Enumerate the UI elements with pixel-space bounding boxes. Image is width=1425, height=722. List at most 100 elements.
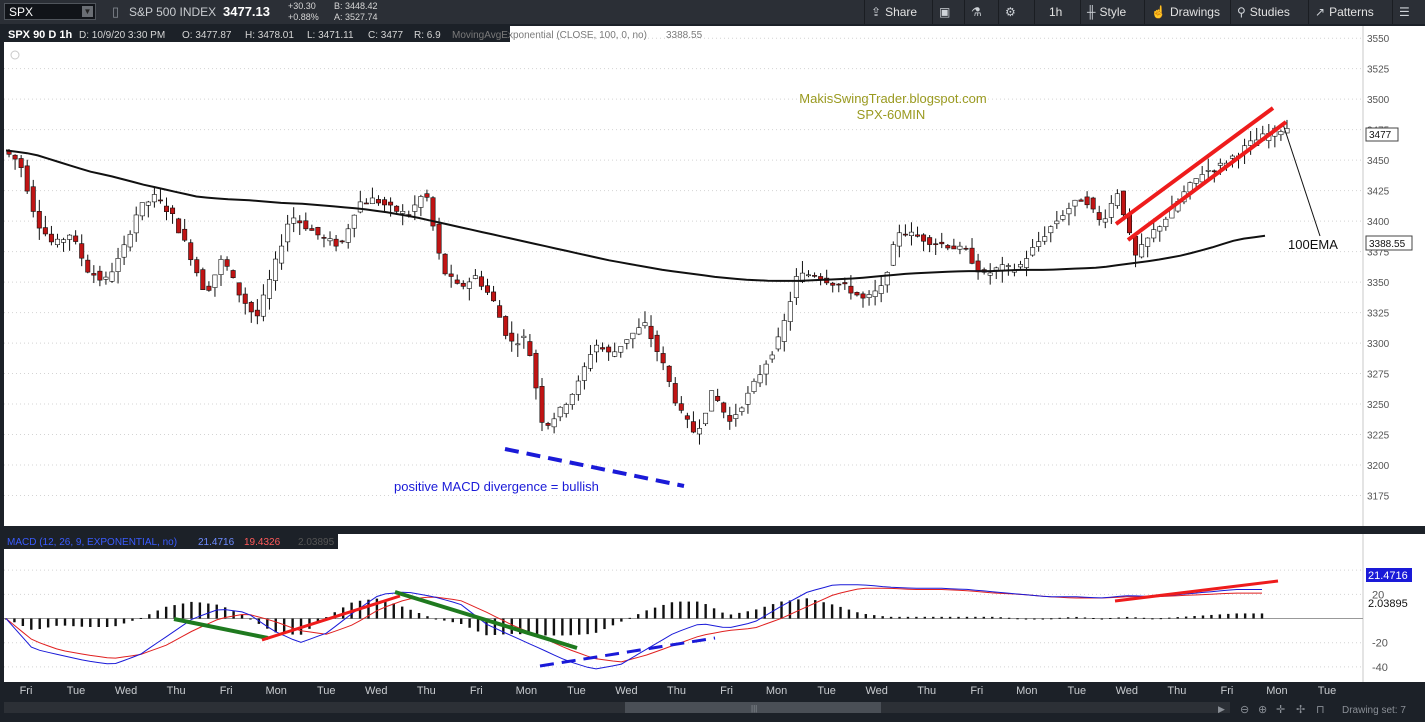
macd-green-line-1[interactable] <box>173 617 269 640</box>
zoom-out-icon[interactable]: ⊖ <box>1240 704 1249 716</box>
time-axis-label: Thu <box>167 685 186 697</box>
candle-body <box>333 238 339 247</box>
candle-body <box>533 352 539 389</box>
time-axis-label: Thu <box>417 685 436 697</box>
macd-green-line-2[interactable] <box>394 590 578 650</box>
studies-icon: ⚲ <box>1237 5 1246 19</box>
macd-divergence-line[interactable] <box>539 636 716 668</box>
zoom-in-icon[interactable]: ⊕ <box>1258 704 1267 716</box>
macd-histogram-bar <box>864 614 868 619</box>
macd-histogram-bar <box>434 618 438 620</box>
price-panel[interactable] <box>4 26 1363 526</box>
macd-histogram-bar <box>679 601 682 619</box>
ask: A: 3527.74 <box>334 12 378 22</box>
macd-histogram-bar <box>375 598 379 619</box>
symbol-input[interactable]: SPX ▼ <box>4 3 96 20</box>
macd-histogram-bar <box>519 618 522 635</box>
scrollbar-thumb[interactable] <box>625 702 881 713</box>
candle-body <box>291 217 297 224</box>
macd-histogram-bar <box>535 618 539 636</box>
macd-histogram-bar <box>923 616 927 619</box>
candle-body <box>509 332 515 342</box>
candle-body <box>678 403 684 411</box>
candle-body <box>957 245 963 250</box>
macd-histogram-bar <box>763 606 766 619</box>
candle-body <box>945 245 951 249</box>
candle-body <box>1084 196 1090 206</box>
panel-separator[interactable] <box>0 528 1425 534</box>
price-divergence-line[interactable] <box>504 447 685 488</box>
macd-histogram-bar <box>991 616 994 619</box>
macd-histogram-bar <box>1210 614 1213 619</box>
time-axis-label: Fri <box>720 685 733 697</box>
candle-body <box>684 415 690 420</box>
timeframe-button[interactable]: 1h <box>1034 0 1080 24</box>
candle-body <box>472 275 478 279</box>
settings-button[interactable]: ⚙ <box>998 0 1034 24</box>
candle-body <box>908 231 914 236</box>
timeframe-label: 1h <box>1049 5 1063 19</box>
price-axis[interactable] <box>1363 26 1425 526</box>
studies-button[interactable]: ⚲ Studies <box>1230 0 1308 24</box>
candle-body <box>24 165 30 192</box>
macd-histogram-bar <box>940 616 943 619</box>
share-button[interactable]: ⇪ Share <box>864 0 932 24</box>
macd-histogram-bar <box>805 598 809 619</box>
macd-histogram-bar <box>1058 617 1061 619</box>
macd-histogram-bar <box>392 603 395 619</box>
time-axis-label: Mon <box>766 685 787 697</box>
candle-body <box>551 418 557 428</box>
macd-histogram-bar <box>687 601 690 619</box>
candle-body <box>478 276 484 287</box>
macd-panel[interactable] <box>4 534 1363 682</box>
macd-histogram-bar <box>982 616 986 619</box>
macd-histogram-bar <box>830 604 834 619</box>
macd-diff: 2.03895 <box>298 537 335 548</box>
drawings-button[interactable]: ☝ Drawings <box>1144 0 1230 24</box>
macd-histogram-bar <box>1142 617 1146 619</box>
crosshair-icon[interactable]: ✢ <box>1296 704 1305 716</box>
flask-button[interactable]: ⚗ <box>964 0 998 24</box>
macd-histogram-bar <box>1066 617 1070 619</box>
candle-body <box>569 394 575 405</box>
candle-body <box>248 302 254 313</box>
candle-body <box>454 279 460 284</box>
candle-body <box>327 238 333 242</box>
candle-body <box>696 428 702 435</box>
reset-zoom-icon[interactable]: ✛ <box>1276 704 1285 716</box>
gear-icon: ⚙ <box>1005 5 1016 19</box>
price-tick-label: 3500 <box>1367 95 1390 106</box>
magnet-icon[interactable]: ⊓ <box>1316 704 1325 716</box>
macd-red-line-2[interactable] <box>1114 579 1279 603</box>
compare-icon: ▣ <box>939 5 951 19</box>
candle-body <box>884 272 890 286</box>
channel-upper-line[interactable] <box>1114 106 1275 226</box>
channel-lower-line[interactable] <box>1126 120 1288 242</box>
study-label: MovingAvgExponential (CLOSE, 100, 0, no) <box>452 30 647 41</box>
scrollbar-track[interactable] <box>4 702 1230 713</box>
symbol-text: SPX <box>9 5 34 19</box>
patterns-button[interactable]: ↗ Patterns <box>1308 0 1392 24</box>
candle-body <box>242 293 248 304</box>
chevron-down-icon[interactable]: ▼ <box>82 6 93 17</box>
style-button[interactable]: ╫ Style <box>1080 0 1144 24</box>
menu-button[interactable]: ☰ <box>1392 0 1425 24</box>
chart-settings-icon[interactable] <box>10 50 20 60</box>
scroll-right-icon[interactable]: ▶ <box>1218 704 1225 714</box>
drawing-set-label[interactable]: Drawing set: 7 <box>1342 705 1406 716</box>
candle-body <box>503 316 509 336</box>
candle-body <box>1151 229 1157 239</box>
macd-histogram-bar <box>721 612 724 619</box>
lock-icon[interactable]: ▯ <box>112 4 120 19</box>
candle-body <box>1048 226 1054 234</box>
macd-axis[interactable] <box>1363 534 1425 682</box>
compare-button[interactable]: ▣ <box>932 0 964 24</box>
candle-body <box>878 285 884 294</box>
candle-body <box>563 404 569 414</box>
macd-red-line-1[interactable] <box>261 594 401 642</box>
candle-body <box>666 365 672 382</box>
time-axis[interactable] <box>0 682 1425 698</box>
macd-histogram-bar <box>1024 618 1028 620</box>
time-axis-label: Fri <box>970 685 983 697</box>
candle-body <box>1090 197 1096 210</box>
